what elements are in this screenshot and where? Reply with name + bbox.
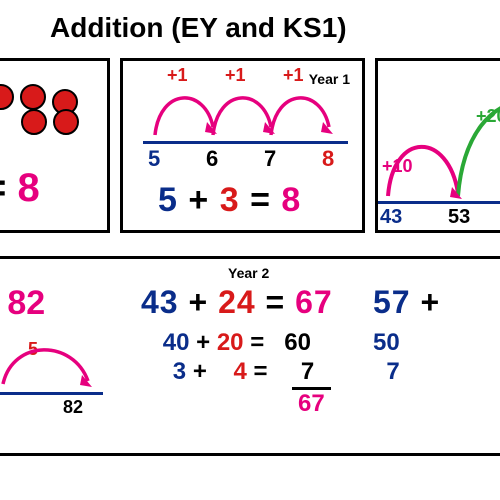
operator: + xyxy=(420,284,440,320)
tick-label: 82 xyxy=(63,397,83,418)
tick-label: 8 xyxy=(322,146,334,172)
operator: + xyxy=(188,181,209,219)
dot-icon xyxy=(53,109,79,135)
partial-line-2: 7 xyxy=(373,358,440,387)
partial-line-1: 50 xyxy=(373,329,440,358)
operand-b: 3 xyxy=(220,181,240,219)
operand-b: 24 xyxy=(218,284,256,320)
result-value: 8 xyxy=(17,166,39,210)
small-arc xyxy=(0,329,103,394)
tick-label: 53 xyxy=(448,206,470,229)
equation: 5 + 3 = 8 xyxy=(158,181,301,220)
dot-icon xyxy=(0,84,14,110)
number-line xyxy=(375,201,500,204)
jump-label: +1 xyxy=(167,65,188,86)
jump-label-20: +20 xyxy=(476,106,500,127)
partial-line-1: 40 + 20 = 60 xyxy=(141,329,333,358)
equation-left: = 82 xyxy=(0,284,45,323)
panel-year1-b: +10 +20 43 53 xyxy=(375,58,500,233)
jump-label: +1 xyxy=(225,65,246,86)
result-value: 8 xyxy=(281,181,301,219)
equation-result: = 8 xyxy=(0,166,40,211)
year-label: Year 2 xyxy=(228,265,269,281)
panel-year2: Year 2 = 82 5 82 43 + 24 = 67 40 + 20 = … xyxy=(0,256,500,456)
tick-label: 7 xyxy=(264,146,276,172)
dots-row-2 xyxy=(21,109,79,135)
equation-main: 43 + 24 = 67 xyxy=(141,284,333,321)
equals-sign: = xyxy=(250,181,271,219)
big-jump-arcs xyxy=(375,61,500,206)
tick-label: 5 xyxy=(148,146,160,172)
operand-a: 5 xyxy=(158,181,178,219)
jump-label-10: +10 xyxy=(382,156,413,177)
tick-label: 43 xyxy=(380,206,402,229)
dot-icon xyxy=(21,109,47,135)
equation-right: 57 + xyxy=(373,284,440,321)
page-title: Addition (EY and KS1) xyxy=(50,12,347,44)
jump-label: +1 xyxy=(283,65,304,86)
number-line xyxy=(0,392,103,395)
operand-a: 43 xyxy=(141,284,179,320)
panel-ey: = 8 xyxy=(0,58,110,233)
equals-sign: = xyxy=(266,284,286,320)
partial-line-2: 3 + 4 = 7 xyxy=(141,358,333,387)
column-right: 57 + 50 7 xyxy=(373,284,440,387)
operand-a: 57 xyxy=(373,284,411,320)
panel-year1-a: Year 1 +1 +1 +1 5 6 7 8 5 + 3 = 8 xyxy=(120,58,365,233)
dot-icon xyxy=(20,84,46,110)
number-line xyxy=(143,141,348,144)
column-center: 43 + 24 = 67 40 + 20 = 60 3 + 4 = 7 67 xyxy=(141,284,333,418)
result-value: 67 xyxy=(295,284,333,320)
partial-sum: 67 xyxy=(141,387,333,419)
result-value: 82 xyxy=(7,284,45,322)
operator: + xyxy=(188,284,208,320)
equals-sign: = xyxy=(0,166,6,210)
tick-label: 6 xyxy=(206,146,218,172)
